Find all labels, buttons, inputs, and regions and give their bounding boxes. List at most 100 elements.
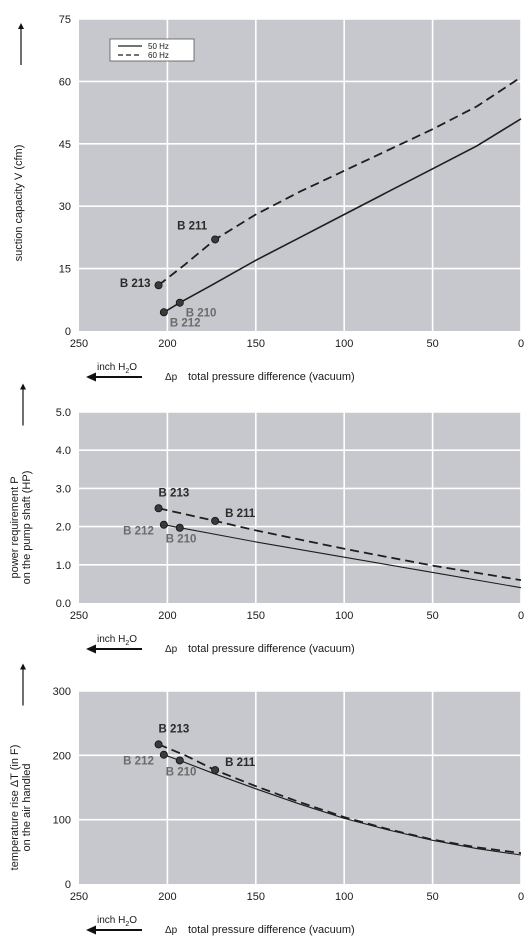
- y-axis-arrow-icon: [20, 663, 26, 670]
- y-tick-label: 2.0: [56, 522, 71, 534]
- point-label: B 210: [166, 534, 197, 546]
- operating-point-marker: [154, 281, 163, 290]
- operating-point-marker: [154, 740, 163, 749]
- y-axis-arrow-icon: [18, 23, 24, 29]
- unit-tail: O: [129, 915, 137, 926]
- y-axis-arrow-icon: [20, 383, 26, 390]
- y-axis-label: temperature rise ΔT (in F) on the air han…: [9, 745, 33, 871]
- x-tick-label: 250: [70, 891, 88, 903]
- unit-text: inch H: [97, 634, 125, 645]
- point-label: B 212: [170, 317, 201, 329]
- x-unit-label: inch H2O: [97, 362, 137, 375]
- x-tick-label: 100: [335, 891, 353, 903]
- x-tick-label: 250: [70, 338, 88, 350]
- legend-label: 50 Hz: [148, 42, 169, 51]
- y-tick-label: 15: [59, 264, 71, 276]
- y-axis-label-text: suction capacity V (cfm): [13, 145, 25, 262]
- point-label: B 211: [225, 757, 256, 769]
- chart-panel-1: 0 15 30 45 60 75 250 200 150 100 50 0 B 213 B 211 B 21…: [13, 14, 524, 383]
- y-tick-label: 3.0: [56, 483, 71, 495]
- y-tick-label: 60: [59, 76, 71, 88]
- unit-tail: O: [129, 634, 137, 645]
- operating-point-marker: [211, 516, 220, 525]
- y-tick-label: 4.0: [56, 445, 71, 457]
- y-tick-label: 100: [53, 815, 71, 827]
- point-label: B 213: [159, 487, 190, 499]
- unit-text: inch H: [97, 915, 125, 926]
- series-line-60hz: [158, 507, 522, 581]
- y-tick-label: 75: [59, 14, 71, 26]
- x-tick-label: 200: [158, 610, 176, 622]
- x-unit-label: inch H2O: [97, 915, 137, 928]
- unit-subscript: 2: [125, 368, 129, 375]
- y-tick-label: 0.0: [56, 598, 71, 610]
- x-axis-arrow-icon: [86, 644, 96, 654]
- x-axis-arrow-icon: [86, 372, 96, 382]
- series-line-60hz: [158, 76, 522, 286]
- operating-point-marker: [175, 523, 184, 532]
- x-axis-label: total pressure difference (vacuum): [188, 643, 355, 655]
- y-axis-label-line1: temperature rise ΔT (in F): [9, 745, 21, 871]
- x-tick-label: 150: [247, 891, 265, 903]
- x-axis-label: total pressure difference (vacuum): [188, 371, 355, 383]
- y-tick-label: 200: [53, 750, 71, 762]
- operating-point-marker: [154, 504, 163, 513]
- point-label: B 210: [166, 766, 197, 778]
- unit-text: inch H: [97, 362, 125, 373]
- x-tick-label: 0: [518, 610, 524, 622]
- y-tick-label: 0: [65, 326, 71, 338]
- x-tick-label: 150: [247, 610, 265, 622]
- y-tick-label: 45: [59, 139, 71, 151]
- unit-subscript: 2: [125, 921, 129, 928]
- x-tick-label: 50: [426, 891, 438, 903]
- unit-tail: O: [129, 362, 137, 373]
- x-tick-label: 50: [426, 610, 438, 622]
- x-unit-label: inch H2O: [97, 634, 137, 647]
- x-tick-label: 200: [158, 891, 176, 903]
- series-line-60hz: [158, 743, 522, 854]
- series-line-50hz: [163, 118, 522, 313]
- y-axis-label-line2: on the air handled: [21, 763, 33, 851]
- y-tick-label: 0: [65, 879, 71, 891]
- point-label: B 213: [120, 278, 151, 290]
- plot-area: [79, 412, 521, 603]
- plot-area: [79, 19, 521, 331]
- point-label: B 211: [225, 508, 256, 520]
- operating-point-marker: [211, 766, 220, 775]
- x-axis-label: total pressure difference (vacuum): [188, 924, 355, 936]
- unit-subscript: 2: [125, 640, 129, 647]
- point-label: B 212: [123, 756, 154, 768]
- x-axis-arrow-icon: [86, 925, 96, 935]
- y-axis-label: suction capacity V (cfm): [13, 145, 25, 262]
- operating-point-marker: [175, 756, 184, 765]
- operating-point-marker: [175, 298, 184, 307]
- point-label: B 212: [123, 526, 154, 538]
- x-tick-label: 200: [158, 338, 176, 350]
- y-tick-label: 1.0: [56, 560, 71, 572]
- x-tick-label: 250: [70, 610, 88, 622]
- y-tick-label: 30: [59, 201, 71, 213]
- operating-point-marker: [159, 308, 168, 317]
- x-tick-label: 100: [335, 610, 353, 622]
- y-axis-label-line1: power requirement P: [9, 476, 21, 578]
- x-tick-label: 150: [247, 338, 265, 350]
- y-tick-label: 5.0: [56, 407, 71, 419]
- operating-point-marker: [159, 520, 168, 529]
- point-label: B 211: [177, 220, 208, 232]
- point-label: B 210: [186, 308, 217, 320]
- chart-panel-2: 0.0 1.0 2.0 3.0 4.0 5.0 250 200 150 100 50 0 B 213 B …: [9, 383, 524, 655]
- x-tick-label: 0: [518, 338, 524, 350]
- operating-point-marker: [159, 750, 168, 759]
- x-tick-label: 100: [335, 338, 353, 350]
- y-tick-label: 300: [53, 686, 71, 698]
- chart-panel-3: 0 100 200 300 250 200 150 100 50 0 B 213 B 211 B 212…: [9, 663, 524, 936]
- x-tick-label: 0: [518, 891, 524, 903]
- series-line-50hz: [163, 754, 522, 856]
- x-tick-label: 50: [426, 338, 438, 350]
- point-label: B 213: [159, 723, 190, 735]
- y-axis-label-line2: on the pump shaft (HP): [21, 471, 33, 585]
